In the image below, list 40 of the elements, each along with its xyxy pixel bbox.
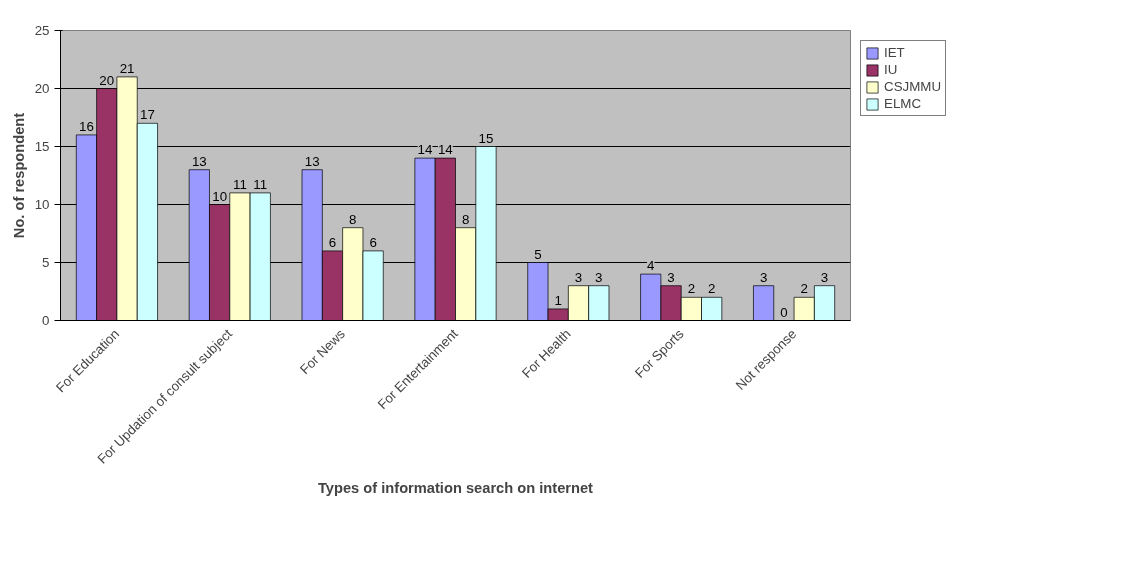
- data-label: 15: [478, 130, 494, 146]
- data-label: 14: [417, 142, 434, 158]
- data-label: 11: [253, 176, 268, 192]
- y-tick-label: 15: [34, 139, 50, 154]
- data-label: 21: [119, 60, 135, 76]
- data-label: 5: [534, 246, 542, 262]
- data-label: 13: [191, 153, 207, 169]
- data-label: 4: [647, 258, 656, 274]
- legend-label: ELMC: [884, 96, 922, 111]
- data-label: 2: [707, 281, 716, 297]
- y-tick-label: 10: [34, 197, 50, 212]
- data-label: 3: [820, 269, 829, 285]
- legend-label: CSJMMU: [884, 79, 942, 94]
- legend-label: IET: [884, 45, 905, 60]
- data-label: 16: [79, 118, 94, 134]
- data-label: 17: [139, 107, 155, 123]
- data-label: 3: [759, 269, 768, 285]
- data-label: 2: [687, 281, 696, 297]
- legend-label: IU: [884, 62, 899, 77]
- y-axis-title: No. of respondent: [10, 112, 27, 239]
- data-label: 1: [554, 292, 562, 308]
- data-label: 20: [99, 72, 115, 88]
- data-label: 8: [349, 211, 357, 227]
- y-tick-label: 0: [42, 313, 50, 328]
- data-label: 3: [667, 269, 675, 285]
- y-tick-label: 20: [34, 81, 50, 96]
- data-label: 14: [437, 142, 454, 158]
- data-label: 3: [574, 269, 583, 285]
- data-label: 0: [780, 304, 788, 320]
- data-label: 6: [328, 234, 337, 250]
- x-axis-title: Types of information search on internet: [318, 480, 594, 497]
- data-label: 2: [800, 281, 808, 297]
- data-label: 6: [369, 234, 377, 250]
- data-label: 8: [461, 211, 470, 227]
- data-label: 3: [595, 269, 603, 285]
- data-label: 13: [304, 153, 320, 169]
- data-label: 10: [212, 188, 228, 204]
- data-label: 11: [233, 176, 247, 192]
- y-tick-label: 25: [34, 23, 50, 38]
- y-tick-label: 5: [42, 255, 50, 270]
